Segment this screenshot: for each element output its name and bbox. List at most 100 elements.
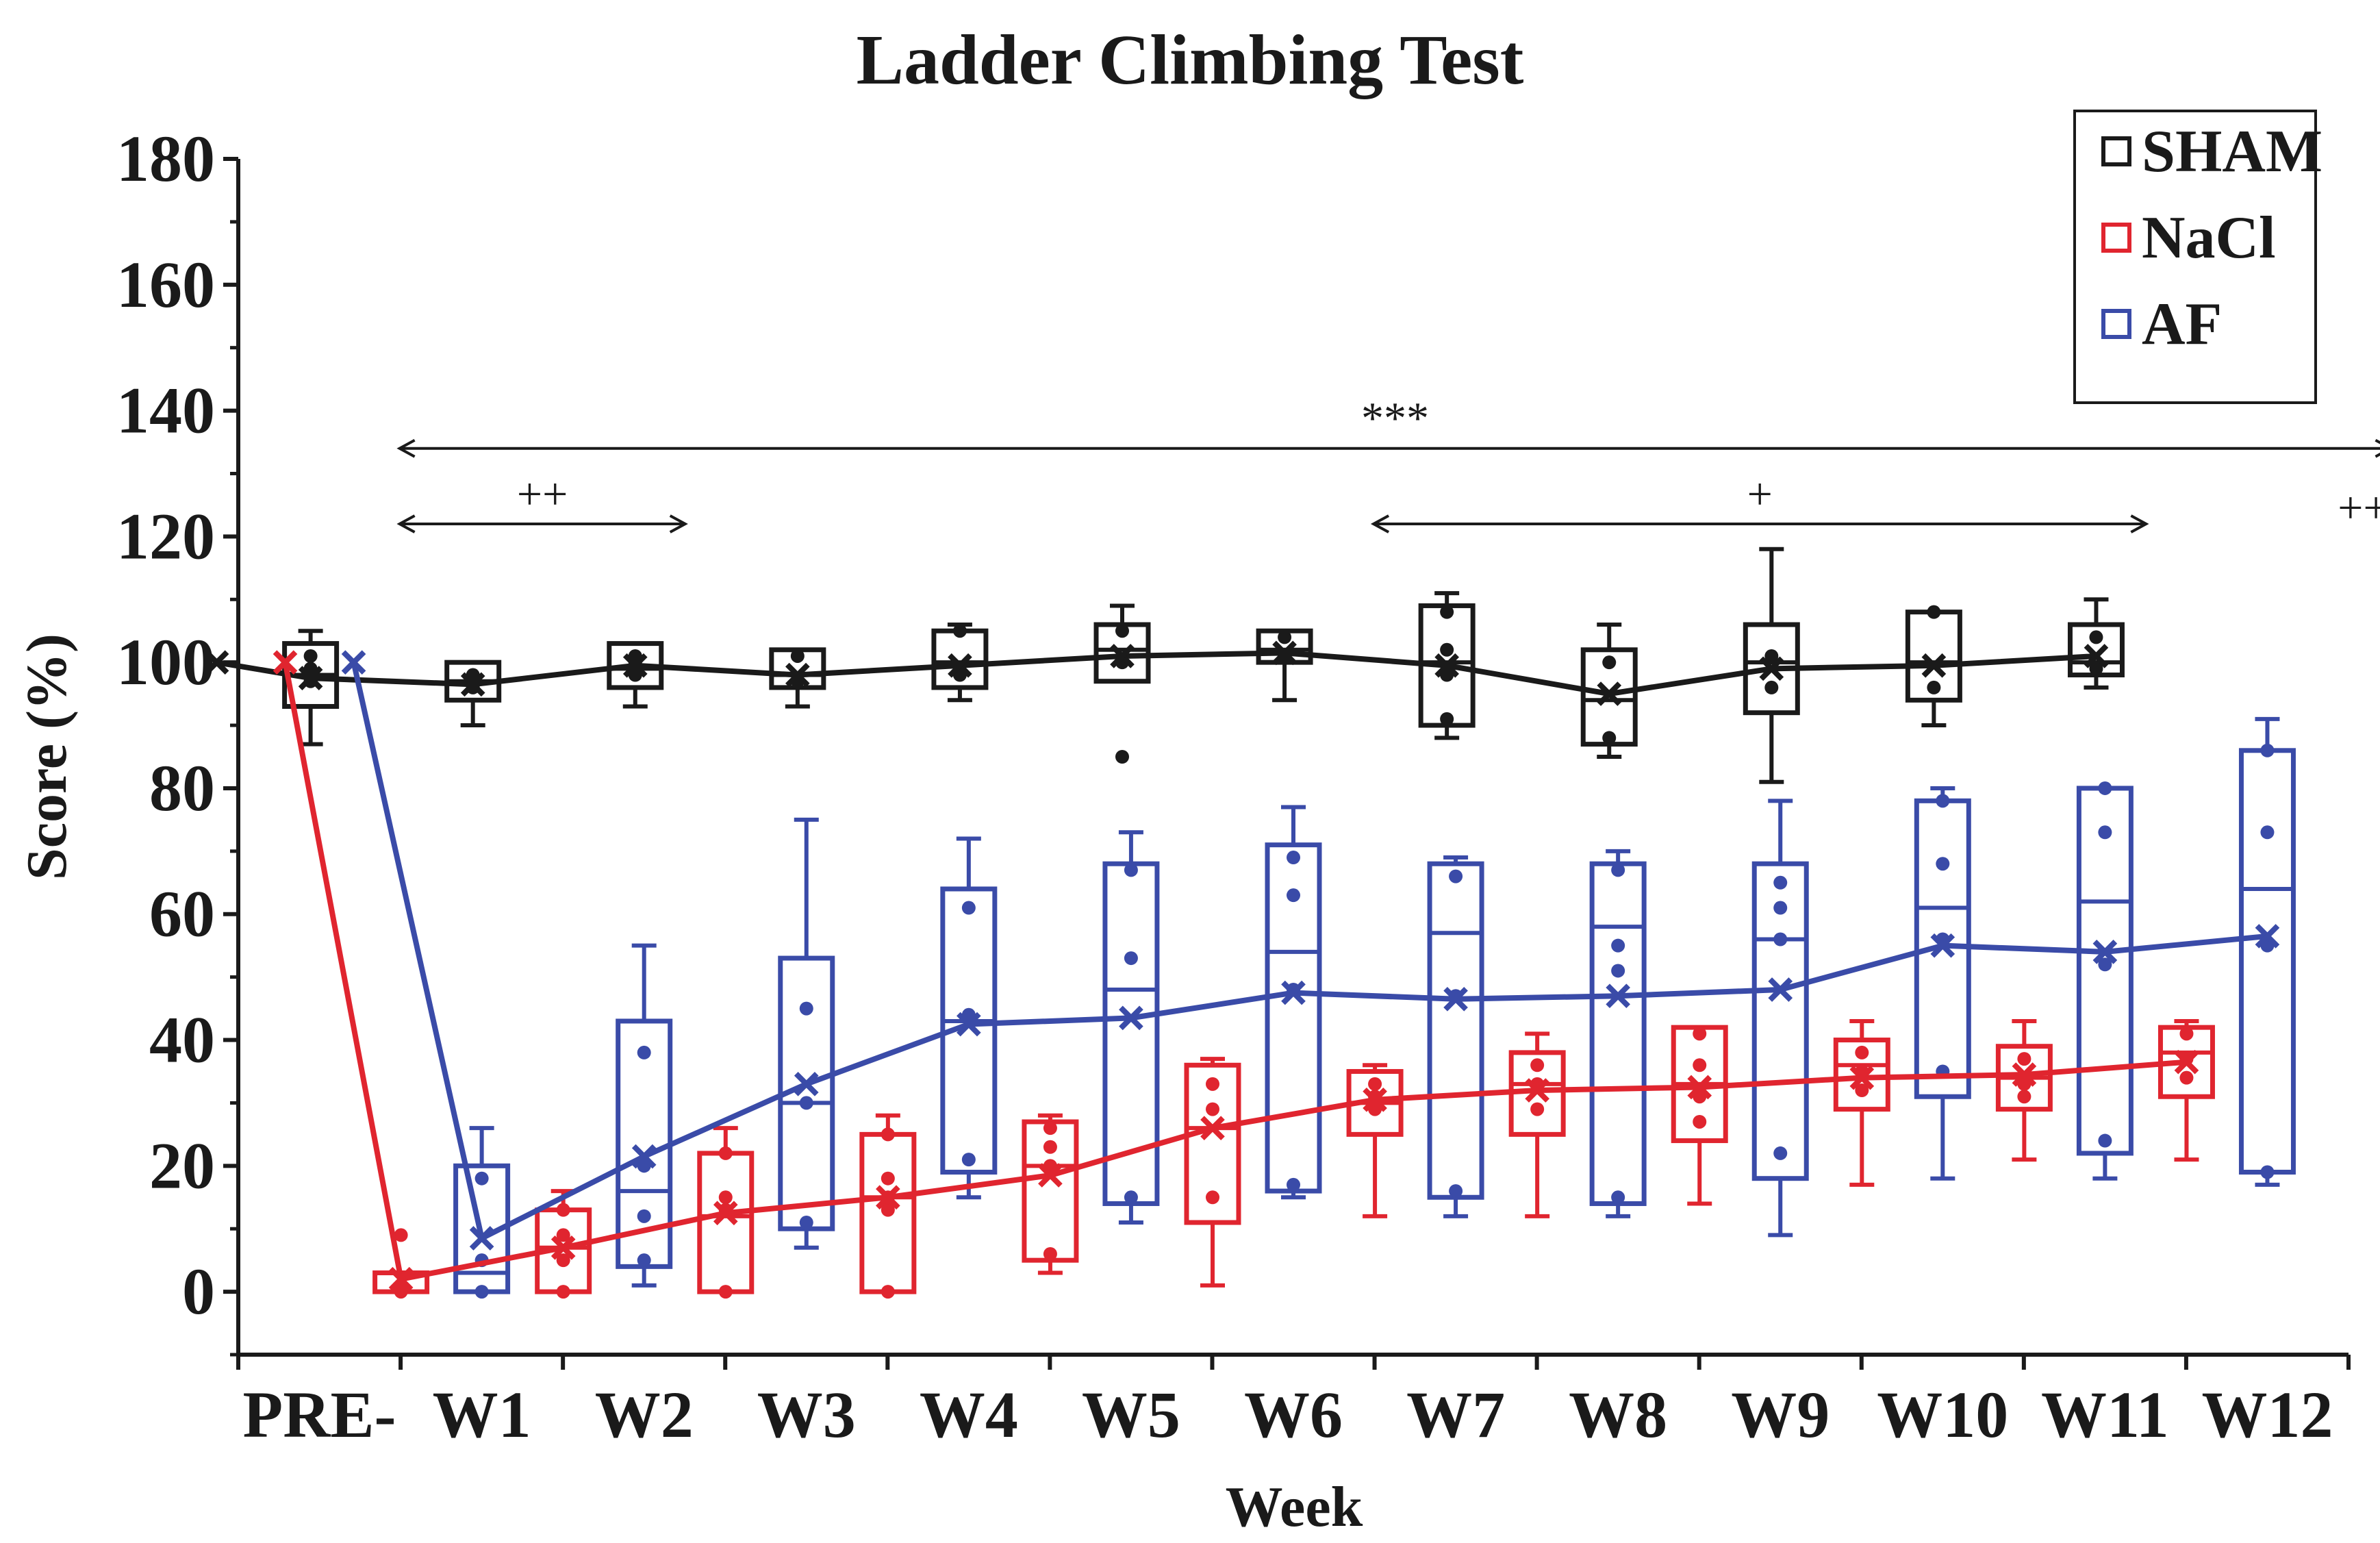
y-tick-label: 160: [116, 248, 215, 321]
mean-marker: [1525, 1078, 1549, 1103]
data-point: [2017, 1090, 2031, 1104]
data-point: [799, 1216, 813, 1230]
data-point: [1602, 731, 1617, 745]
data-point: [881, 1203, 895, 1217]
data-point: [2098, 825, 2112, 840]
data-point: [1124, 951, 1138, 966]
mean-marker: [1768, 977, 1793, 1002]
data-point: [790, 649, 805, 663]
data-point: [1449, 869, 1463, 883]
x-tick-label: W1: [433, 1378, 531, 1451]
data-point: [556, 1203, 570, 1217]
legend-label-sham: SHAM: [2142, 118, 2322, 185]
data-point: [556, 1253, 570, 1268]
significance-label: +: [1747, 469, 1773, 519]
af-box: [940, 886, 998, 1175]
data-point: [2098, 957, 2112, 972]
nacl-box: [697, 1151, 755, 1294]
significance-arrow: [396, 438, 2380, 458]
mean-marker: [298, 666, 323, 690]
mean-marker: [1110, 644, 1135, 668]
data-point: [1936, 857, 1950, 871]
x-tick-label: W5: [1082, 1378, 1180, 1451]
mean-marker: [622, 653, 648, 678]
mean-marker: [2255, 924, 2280, 949]
data-point: [474, 1285, 489, 1299]
data-point: [1368, 1077, 1382, 1091]
mean-marker: [1759, 656, 1784, 681]
mean-marker: [1443, 986, 1468, 1012]
x-tick-label: W10: [1877, 1378, 2008, 1451]
data-point: [1206, 1102, 1219, 1116]
mean-marker: [1200, 1116, 1225, 1141]
af-box: [1427, 861, 1484, 1200]
data-point: [1927, 680, 1941, 694]
chart-title: Ladder Climbing Test: [857, 21, 1524, 99]
mean-marker: [948, 653, 972, 678]
data-point: [952, 624, 967, 638]
legend-swatch-sham: [2101, 136, 2131, 166]
mean-marker: [1606, 983, 1630, 1009]
mean-marker: [1281, 980, 1306, 1005]
data-point: [1287, 888, 1300, 903]
mean-marker: [1119, 1005, 1143, 1031]
data-point: [881, 1285, 895, 1299]
mean-marker: [1434, 653, 1459, 678]
y-tick-label: 40: [149, 1003, 215, 1077]
y-axis-label: Score (%): [15, 633, 79, 880]
af-box: [1751, 861, 1809, 1181]
mean-marker: [957, 1012, 981, 1037]
x-tick-label: PRE-: [243, 1378, 396, 1451]
data-point: [1440, 605, 1454, 619]
data-point: [1206, 1190, 1219, 1205]
data-point: [2089, 662, 2103, 676]
significance-label: ***: [1361, 394, 1429, 444]
data-point: [1530, 1058, 1545, 1072]
data-point: [1287, 851, 1300, 865]
data-point: [1611, 863, 1625, 877]
y-tick-label: 0: [182, 1255, 215, 1328]
mean-marker: [341, 650, 366, 675]
y-tick-label: 140: [116, 374, 215, 447]
data-point: [2260, 825, 2275, 840]
data-point: [1602, 655, 1617, 670]
data-point: [1773, 932, 1788, 946]
data-point: [1043, 1140, 1057, 1154]
data-point: [881, 1127, 895, 1142]
data-point: [1855, 1045, 1869, 1059]
data-point: [799, 1096, 813, 1110]
data-point: [718, 1285, 733, 1299]
data-point: [1855, 1083, 1869, 1098]
data-point: [2017, 1052, 2031, 1066]
data-point: [881, 1171, 895, 1186]
data-point: [1043, 1246, 1057, 1261]
mean-marker: [1930, 933, 1955, 958]
mean-marker: [1921, 653, 1947, 678]
mean-marker: [631, 1144, 657, 1169]
data-point: [556, 1228, 570, 1242]
x-tick-label: W2: [595, 1378, 694, 1451]
data-point: [637, 1209, 651, 1223]
data-point: [1278, 630, 1292, 644]
af-box: [2238, 748, 2296, 1175]
mean-marker: [876, 1185, 900, 1210]
data-point: [2098, 781, 2112, 795]
data-point: [1611, 1190, 1625, 1205]
x-tick-label: W6: [1244, 1378, 1343, 1451]
x-tick-label: W7: [1406, 1378, 1505, 1451]
x-tick-label: W4: [920, 1378, 1018, 1451]
mean-marker: [388, 1266, 414, 1292]
data-point: [1115, 624, 1129, 638]
data-point: [718, 1146, 733, 1160]
y-tick-label: 80: [149, 751, 215, 825]
x-tick-label: W8: [1569, 1378, 1667, 1451]
data-point: [2179, 1070, 2194, 1085]
data-point: [1764, 649, 1779, 663]
mean-marker: [1363, 1087, 1387, 1112]
nacl-box: [1184, 1062, 1241, 1225]
mean-marker: [1597, 681, 1622, 706]
data-point: [2089, 630, 2103, 644]
data-point: [1043, 1121, 1057, 1136]
mean-marker: [1849, 1065, 1875, 1090]
